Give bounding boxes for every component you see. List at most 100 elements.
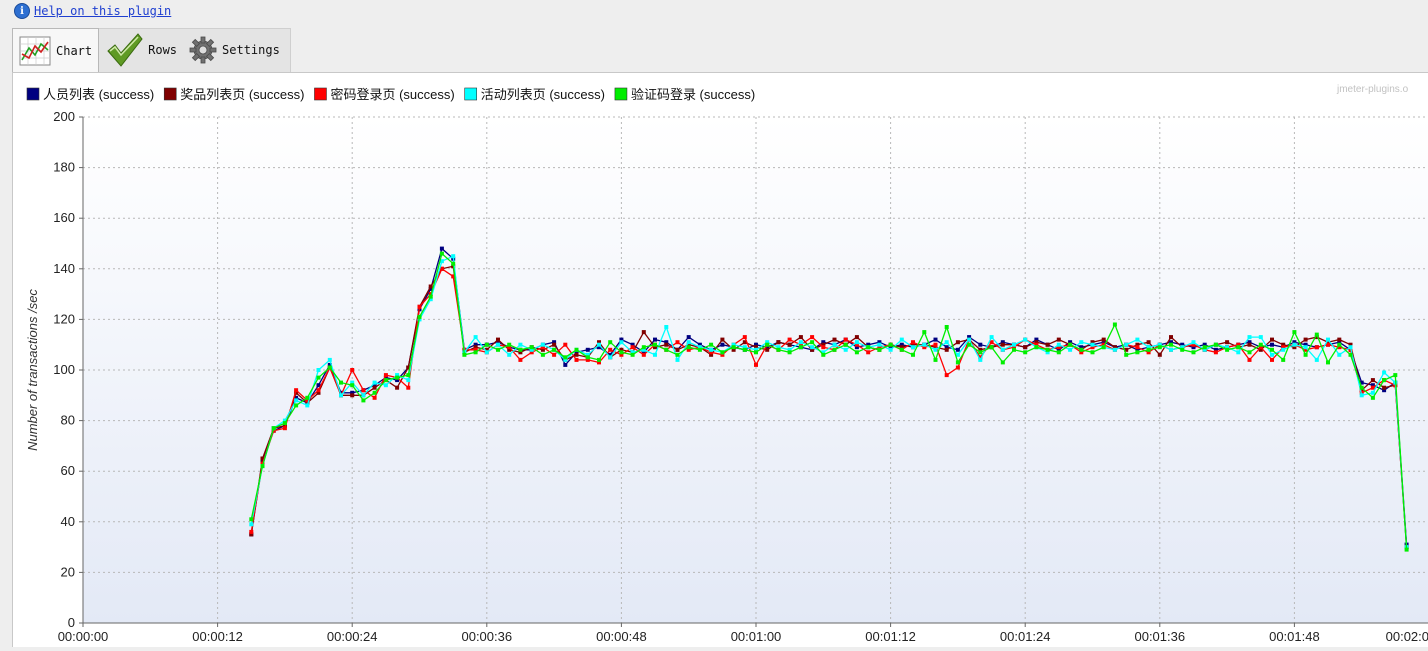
data-point — [1079, 347, 1084, 352]
x-tick-label: 00:01:36 — [1134, 629, 1185, 644]
data-point — [1370, 385, 1375, 390]
data-point — [585, 352, 590, 357]
data-point — [955, 365, 960, 370]
tab-settings[interactable]: Settings — [183, 28, 286, 72]
data-point — [1000, 342, 1005, 347]
data-point — [1191, 342, 1196, 347]
data-point — [260, 461, 265, 466]
data-point — [1146, 340, 1151, 345]
data-point — [1056, 342, 1061, 347]
data-point — [1314, 345, 1319, 350]
data-point — [294, 403, 299, 408]
data-point — [294, 388, 299, 393]
data-point — [1337, 340, 1342, 345]
data-point — [911, 342, 915, 347]
data-point — [810, 340, 815, 345]
data-point — [619, 337, 624, 342]
help-link[interactable]: Help on this plugin — [34, 4, 172, 18]
x-tick-label: 00:01:00 — [731, 629, 782, 644]
data-point — [765, 342, 770, 347]
data-point — [1034, 340, 1039, 345]
data-point — [439, 266, 444, 271]
data-point — [1090, 350, 1095, 355]
data-point — [1337, 342, 1342, 347]
data-point — [249, 522, 254, 527]
watermark: jmeter-plugins.o — [1336, 84, 1409, 95]
data-point — [888, 342, 893, 347]
data-point — [473, 350, 478, 355]
data-point — [922, 345, 927, 350]
data-point — [339, 390, 343, 395]
data-point — [821, 342, 826, 347]
data-point — [1213, 347, 1218, 352]
data-point — [955, 352, 960, 357]
data-point — [731, 342, 736, 347]
data-point — [406, 378, 411, 383]
data-point — [1135, 347, 1140, 352]
help-row: i Help on this plugin — [0, 0, 171, 22]
y-tick-label: 160 — [53, 210, 75, 225]
data-point — [765, 340, 770, 345]
data-point — [798, 342, 803, 347]
data-point — [305, 395, 310, 400]
data-point — [899, 342, 904, 347]
y-tick-label: 120 — [53, 311, 75, 326]
data-point — [978, 350, 983, 355]
view-tabs: Chart Rows Settings — [12, 28, 286, 72]
data-point — [933, 357, 938, 362]
data-point — [664, 347, 669, 352]
data-point — [327, 357, 332, 362]
data-point — [765, 345, 770, 350]
y-tick-label: 40 — [61, 514, 75, 529]
y-tick-label: 200 — [53, 109, 75, 124]
data-point — [1270, 337, 1274, 342]
data-point — [473, 345, 478, 350]
data-point — [597, 345, 601, 350]
data-point — [552, 340, 557, 345]
data-point — [1382, 388, 1387, 393]
data-point — [686, 340, 691, 345]
data-point — [832, 347, 837, 352]
data-point — [967, 342, 972, 347]
data-point — [439, 246, 444, 251]
data-point — [294, 395, 299, 400]
data-point — [1023, 345, 1028, 350]
data-point — [697, 342, 702, 347]
data-point — [686, 345, 691, 350]
data-point — [1112, 347, 1117, 352]
legend-swatch — [163, 87, 177, 101]
data-point — [641, 345, 646, 350]
data-point — [653, 342, 657, 347]
data-point — [686, 342, 691, 347]
data-point — [350, 380, 355, 385]
data-point — [316, 368, 321, 372]
x-tick-label: 00:00:00 — [58, 629, 109, 644]
gear-icon — [189, 36, 217, 64]
data-point — [574, 350, 579, 355]
data-point — [776, 347, 781, 352]
data-point — [608, 352, 613, 357]
data-point — [787, 350, 792, 355]
data-point — [518, 342, 523, 347]
data-point — [1225, 345, 1230, 350]
data-point — [1337, 345, 1342, 350]
data-point — [1314, 332, 1319, 337]
data-point — [877, 340, 882, 345]
data-point — [1169, 340, 1173, 345]
data-point — [1169, 347, 1173, 352]
data-point — [428, 294, 433, 299]
data-point — [944, 373, 949, 378]
data-point — [933, 345, 938, 350]
data-point — [249, 517, 254, 522]
tab-rows[interactable]: Rows — [99, 28, 183, 72]
data-point — [854, 340, 859, 345]
tab-chart[interactable]: Chart — [12, 28, 100, 72]
data-point — [911, 352, 915, 357]
data-point — [1213, 350, 1218, 355]
data-point — [641, 330, 646, 335]
data-point — [597, 342, 601, 347]
data-point — [877, 342, 882, 347]
data-point — [1359, 380, 1364, 385]
data-point — [933, 337, 938, 342]
data-point — [989, 340, 994, 345]
